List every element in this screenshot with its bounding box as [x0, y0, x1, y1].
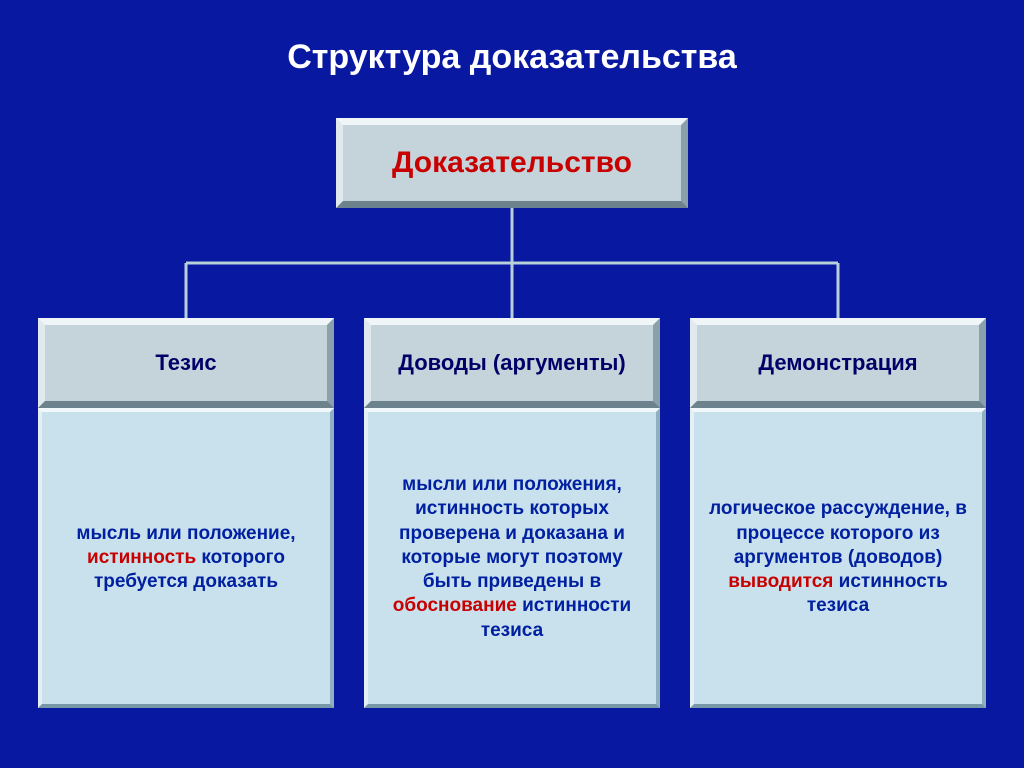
root-box: Доказательство: [336, 118, 688, 208]
branch-header-arguments: Доводы (аргументы): [364, 318, 660, 408]
branch-body-thesis: мысль или положение, истинность которого…: [38, 408, 334, 708]
page-title: Структура доказательства: [0, 38, 1024, 77]
branch-header-demonstration: Демонстрация: [690, 318, 986, 408]
branch-header-thesis: Тезис: [38, 318, 334, 408]
branch-body-demonstration: логическое рассуждение, в процессе котор…: [690, 408, 986, 708]
branch-body-arguments: мысли или положения, истинность которых …: [364, 408, 660, 708]
